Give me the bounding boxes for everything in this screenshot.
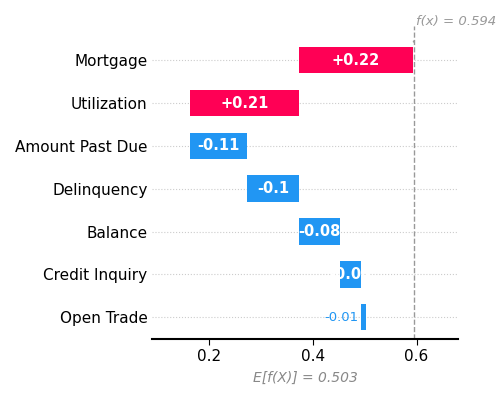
Bar — [361, 304, 366, 330]
Text: +0.21: +0.21 — [220, 96, 269, 110]
Bar — [247, 176, 299, 202]
Bar — [190, 90, 299, 116]
Bar — [299, 47, 413, 74]
Text: -0.01: -0.01 — [324, 311, 358, 324]
Bar — [340, 261, 361, 288]
Text: -0.04: -0.04 — [330, 267, 372, 282]
Bar — [299, 218, 341, 245]
Text: -0.1: -0.1 — [257, 181, 289, 196]
Bar — [190, 132, 247, 159]
Text: f(x) = 0.594: f(x) = 0.594 — [416, 15, 496, 28]
Text: -0.11: -0.11 — [198, 138, 240, 153]
Text: -0.08: -0.08 — [298, 224, 341, 239]
Text: +0.22: +0.22 — [332, 53, 380, 68]
X-axis label: E[f(X)] = 0.503: E[f(X)] = 0.503 — [253, 371, 358, 385]
